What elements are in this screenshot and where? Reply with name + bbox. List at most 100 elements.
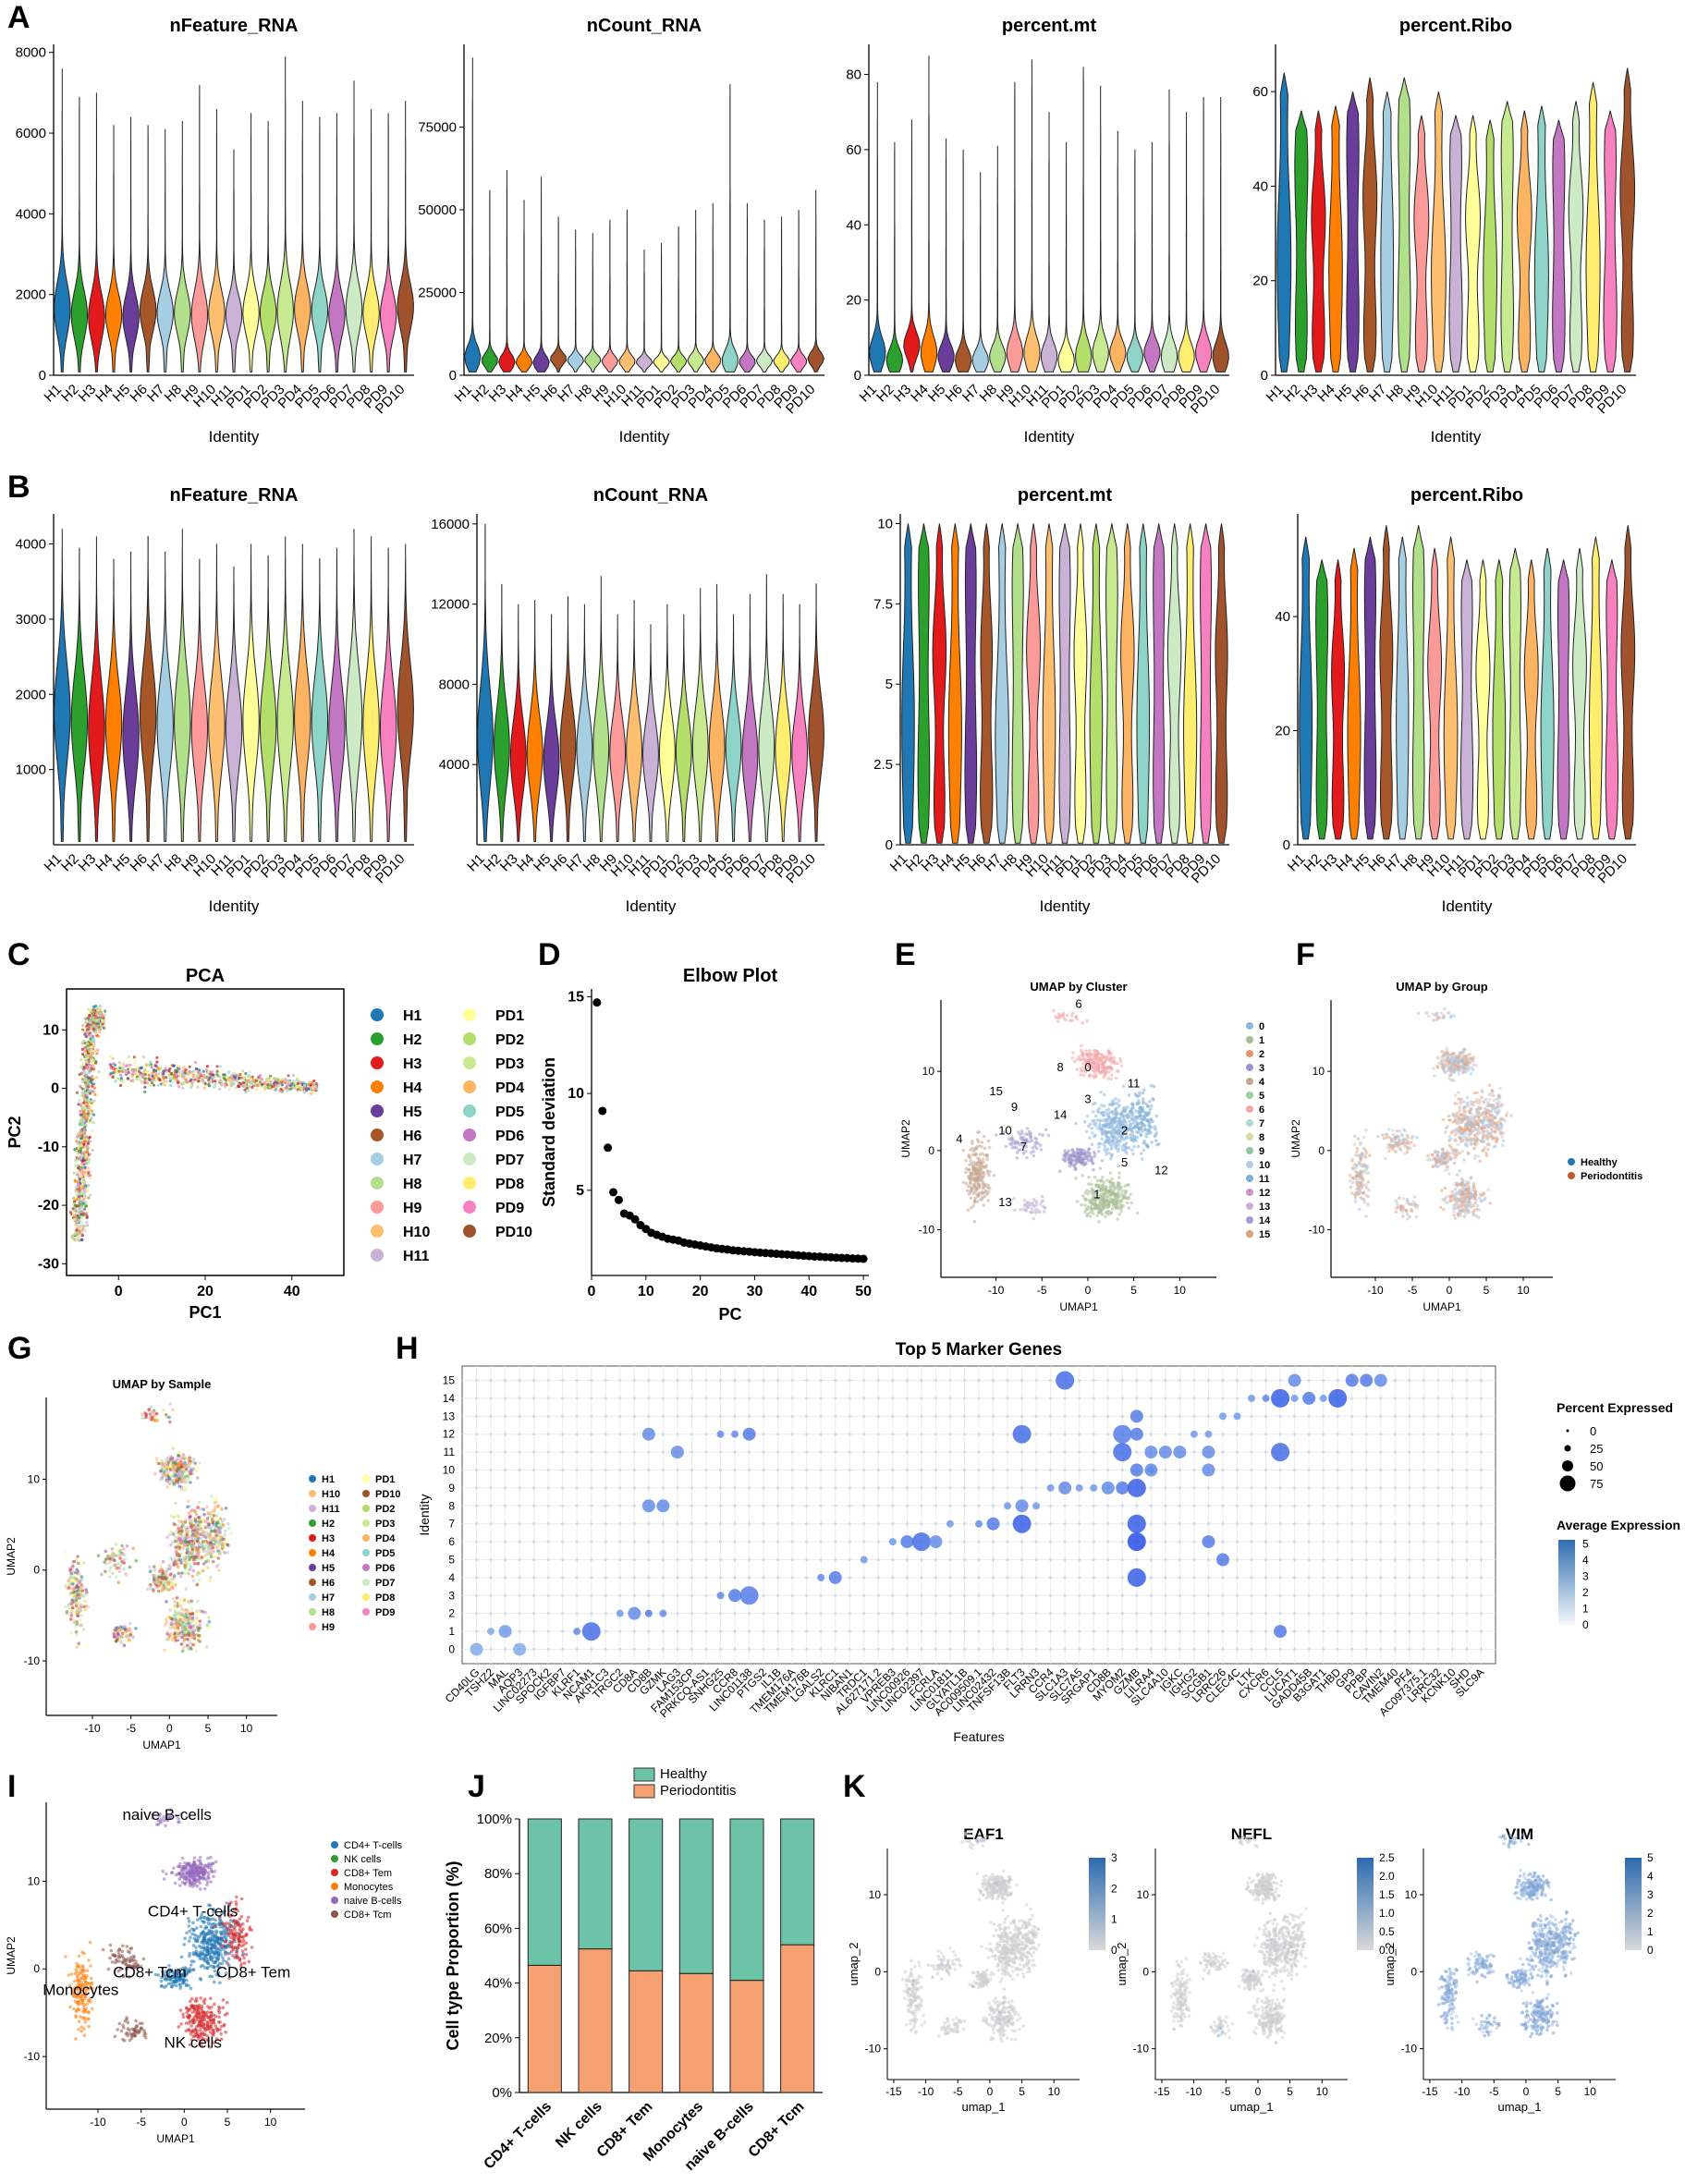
- umap-point: [1070, 1163, 1074, 1167]
- umap-point: [987, 1173, 991, 1177]
- pca-point: [75, 1221, 79, 1225]
- umap-point: [1142, 1139, 1146, 1143]
- pca-point: [181, 1074, 185, 1078]
- umap-point: [1364, 1214, 1368, 1218]
- legend-swatch: [371, 1008, 384, 1021]
- umap-point: [1127, 1206, 1131, 1210]
- violin-panel-B3: percent.mt02.557.510H1H2H3H4H5H6H7H8H9H1…: [873, 485, 1229, 915]
- umap-point: [1439, 1011, 1443, 1016]
- umap-point: [1490, 1092, 1494, 1095]
- umap-point: [1455, 1150, 1459, 1153]
- pca-point: [82, 1171, 86, 1175]
- umap-point: [1367, 1188, 1371, 1192]
- pca-point: [147, 1063, 151, 1067]
- pca-point: [150, 1066, 153, 1069]
- pca-point: [82, 1101, 86, 1104]
- pca-point: [140, 1080, 143, 1083]
- pca-point: [155, 1060, 159, 1064]
- umap-point: [1119, 1199, 1123, 1203]
- umap-point: [1110, 1207, 1115, 1211]
- umap-point: [1123, 1184, 1128, 1188]
- pca-point: [84, 1201, 88, 1204]
- umap-point: [1074, 1166, 1078, 1171]
- pca-point: [81, 1215, 85, 1219]
- violin-PD1: [653, 242, 670, 372]
- umap-point: [1126, 1116, 1130, 1119]
- pca-point: [91, 1034, 95, 1038]
- violin-H10: [626, 600, 643, 842]
- umap-point: [969, 1171, 973, 1176]
- umap-point: [1358, 1207, 1361, 1212]
- pca-point: [263, 1080, 267, 1084]
- umap-point: [1117, 1171, 1121, 1175]
- umap-point: [1117, 1099, 1121, 1103]
- umap-point: [1104, 1187, 1108, 1191]
- violin-PD5: [311, 558, 328, 842]
- pca-point: [272, 1077, 276, 1080]
- pca-point: [92, 1043, 96, 1047]
- umap-point: [1028, 1140, 1032, 1143]
- umap-point: [1455, 1173, 1459, 1177]
- violin-PD9: [1603, 110, 1618, 372]
- pca-point: [108, 1063, 112, 1067]
- umap-point: [1130, 1115, 1135, 1118]
- umap-point: [1152, 1084, 1156, 1089]
- y-tick-label: 0: [1261, 368, 1268, 384]
- umap-point: [1074, 1176, 1078, 1180]
- umap-point: [1149, 1104, 1154, 1108]
- legend-label: PD10: [495, 1225, 532, 1240]
- pca-point: [254, 1087, 258, 1092]
- umap-point: [1473, 1153, 1477, 1158]
- pca-point: [261, 1078, 264, 1081]
- pca-point: [84, 1034, 88, 1038]
- umap-point: [1136, 1144, 1141, 1149]
- umap-point: [964, 1170, 968, 1175]
- violin-PD8: [775, 593, 792, 842]
- pca-point: [82, 1140, 86, 1143]
- chart-title: percent.Ribo: [1399, 16, 1512, 36]
- umap-point: [1487, 1097, 1492, 1102]
- plot-frame: [66, 988, 345, 1276]
- umap-point: [1122, 1114, 1127, 1118]
- umap-point: [1453, 1194, 1457, 1199]
- pca-point: [258, 1074, 262, 1078]
- panel-label-B: B: [7, 470, 31, 505]
- umap-point: [1463, 1190, 1468, 1194]
- umap-point: [1013, 1141, 1017, 1145]
- legend-label: 14: [1259, 1215, 1271, 1226]
- umap-point: [1410, 1208, 1413, 1212]
- umap-point: [1123, 1189, 1128, 1193]
- pca-point: [84, 1093, 88, 1097]
- umap-point: [1128, 1119, 1131, 1124]
- pca-point: [156, 1075, 160, 1079]
- umap-point: [1111, 1185, 1115, 1189]
- legend-label: 9: [1259, 1146, 1264, 1157]
- violin-PD10: [807, 189, 825, 372]
- violin-H4: [947, 523, 962, 844]
- umap-point: [1032, 1204, 1036, 1208]
- umap-point: [1465, 1141, 1469, 1145]
- violin-H11: [1058, 523, 1071, 844]
- violin-H6: [140, 535, 157, 842]
- violin-PD7: [1160, 89, 1178, 372]
- umap-point: [1114, 1106, 1117, 1111]
- pca-point: [79, 1157, 82, 1161]
- pca-point: [77, 1146, 80, 1150]
- umap-point: [1352, 1163, 1357, 1166]
- umap-point: [1085, 1019, 1090, 1023]
- violin-H4: [1347, 547, 1361, 840]
- umap-point: [1424, 1011, 1429, 1015]
- legend-label: 12: [1259, 1188, 1270, 1199]
- y-tick-label: 12000: [431, 597, 470, 613]
- umap-point: [1100, 1195, 1104, 1200]
- umap-point: [979, 1165, 983, 1168]
- umap-point: [1085, 1150, 1090, 1153]
- pca-point: [80, 1023, 84, 1028]
- violin-PD7: [1572, 547, 1587, 840]
- pca-point: [94, 1031, 98, 1035]
- pca-point: [86, 1141, 91, 1145]
- umap-point: [984, 1153, 989, 1157]
- panel-label-C: C: [7, 937, 31, 972]
- pca-point: [116, 1077, 120, 1080]
- violin-H11: [1448, 115, 1463, 372]
